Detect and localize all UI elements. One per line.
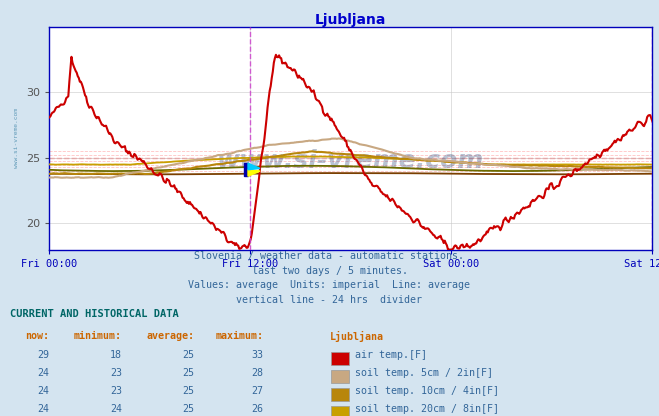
Polygon shape <box>244 163 248 176</box>
Text: 24: 24 <box>110 404 122 414</box>
Text: 25: 25 <box>183 404 194 414</box>
Text: www.si-vreme.com: www.si-vreme.com <box>217 149 484 173</box>
Text: 23: 23 <box>110 386 122 396</box>
Bar <box>331 352 349 365</box>
Text: vertical line - 24 hrs  divider: vertical line - 24 hrs divider <box>237 295 422 305</box>
Text: soil temp. 5cm / 2in[F]: soil temp. 5cm / 2in[F] <box>355 368 492 378</box>
Text: average:: average: <box>146 331 194 341</box>
Title: Ljubljana: Ljubljana <box>315 13 387 27</box>
Text: Slovenia / weather data - automatic stations.: Slovenia / weather data - automatic stat… <box>194 251 465 261</box>
Text: Values: average  Units: imperial  Line: average: Values: average Units: imperial Line: av… <box>188 280 471 290</box>
Text: air temp.[F]: air temp.[F] <box>355 350 426 360</box>
Text: 29: 29 <box>38 350 49 360</box>
Text: 24: 24 <box>38 368 49 378</box>
Text: CURRENT AND HISTORICAL DATA: CURRENT AND HISTORICAL DATA <box>10 309 179 319</box>
Text: 25: 25 <box>183 386 194 396</box>
Text: soil temp. 20cm / 8in[F]: soil temp. 20cm / 8in[F] <box>355 404 499 414</box>
Polygon shape <box>248 163 260 170</box>
Text: 25: 25 <box>183 368 194 378</box>
Bar <box>331 388 349 401</box>
Text: 33: 33 <box>252 350 264 360</box>
Text: minimum:: minimum: <box>74 331 122 341</box>
Text: 25: 25 <box>183 350 194 360</box>
Polygon shape <box>248 170 260 176</box>
Text: maximum:: maximum: <box>215 331 264 341</box>
Text: 18: 18 <box>110 350 122 360</box>
Text: 23: 23 <box>110 368 122 378</box>
Text: 27: 27 <box>252 386 264 396</box>
Text: 24: 24 <box>38 404 49 414</box>
Text: 28: 28 <box>252 368 264 378</box>
Bar <box>331 370 349 383</box>
Text: Ljubljana: Ljubljana <box>330 331 384 342</box>
Text: 26: 26 <box>252 404 264 414</box>
Text: www.si-vreme.com: www.si-vreme.com <box>14 108 18 168</box>
Text: last two days / 5 minutes.: last two days / 5 minutes. <box>252 266 407 276</box>
Text: soil temp. 10cm / 4in[F]: soil temp. 10cm / 4in[F] <box>355 386 499 396</box>
Text: 24: 24 <box>38 386 49 396</box>
Bar <box>331 406 349 416</box>
Text: now:: now: <box>26 331 49 341</box>
